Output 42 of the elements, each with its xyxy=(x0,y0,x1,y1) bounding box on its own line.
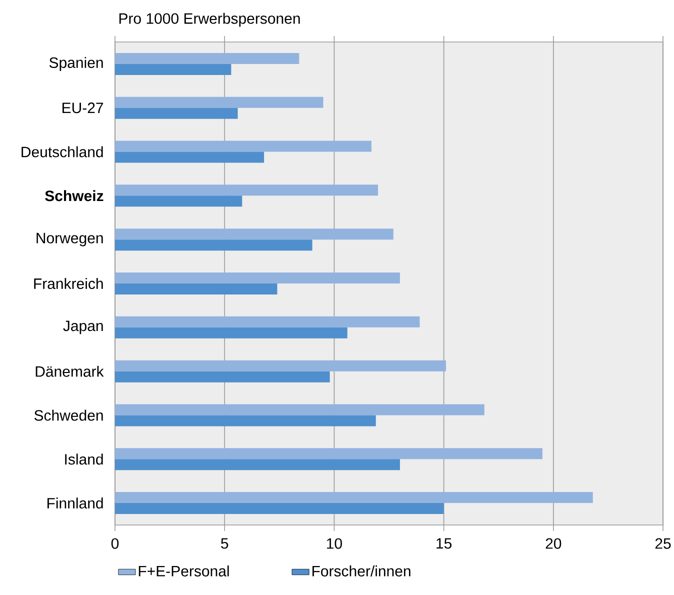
y-tick-label: Deutschland xyxy=(22,146,103,158)
bar xyxy=(115,64,232,75)
y-tick-label: EU-27 xyxy=(62,102,104,114)
legend-label: F+E-Personal xyxy=(138,565,229,576)
y-tick-label: Frankreich xyxy=(34,278,103,290)
y-tick-label: Island xyxy=(65,454,103,465)
x-tick-label: 15 xyxy=(436,538,452,549)
bar xyxy=(115,284,278,295)
bar xyxy=(115,404,484,416)
bar xyxy=(115,196,242,207)
x-tick-label: 10 xyxy=(327,538,342,549)
chart-title: Pro 1000 Erwerbspersonen xyxy=(119,12,300,27)
y-tick-label: Spanien xyxy=(49,56,103,71)
bar xyxy=(115,503,444,514)
bar xyxy=(115,371,330,382)
bar xyxy=(115,108,238,119)
bar xyxy=(115,459,400,470)
y-tick-label: Japan xyxy=(63,320,103,334)
bar xyxy=(115,316,420,328)
bar xyxy=(115,240,312,251)
bar xyxy=(115,152,264,163)
bar xyxy=(115,492,593,504)
y-tick-label: Schweden xyxy=(34,410,103,421)
bar xyxy=(115,52,300,64)
y-tick-label: Finnland xyxy=(47,498,103,509)
bar xyxy=(115,448,542,460)
bar xyxy=(115,360,446,372)
bar xyxy=(115,415,376,426)
bar xyxy=(115,327,348,338)
y-tick-label: Norwegen xyxy=(36,232,103,246)
x-tick-label: 0 xyxy=(111,538,119,549)
x-tick-label: 5 xyxy=(221,538,228,549)
bar xyxy=(115,184,378,196)
bar xyxy=(115,96,324,108)
bar xyxy=(115,272,400,284)
x-tick-label: 20 xyxy=(546,538,562,549)
bar xyxy=(115,228,394,240)
x-tick-label: 25 xyxy=(655,538,671,549)
y-tick-label: Dänemark xyxy=(36,366,104,377)
bar xyxy=(115,140,372,152)
y-tick-label: Schweiz xyxy=(45,190,104,202)
legend-label: Forscher/innen xyxy=(312,565,410,576)
